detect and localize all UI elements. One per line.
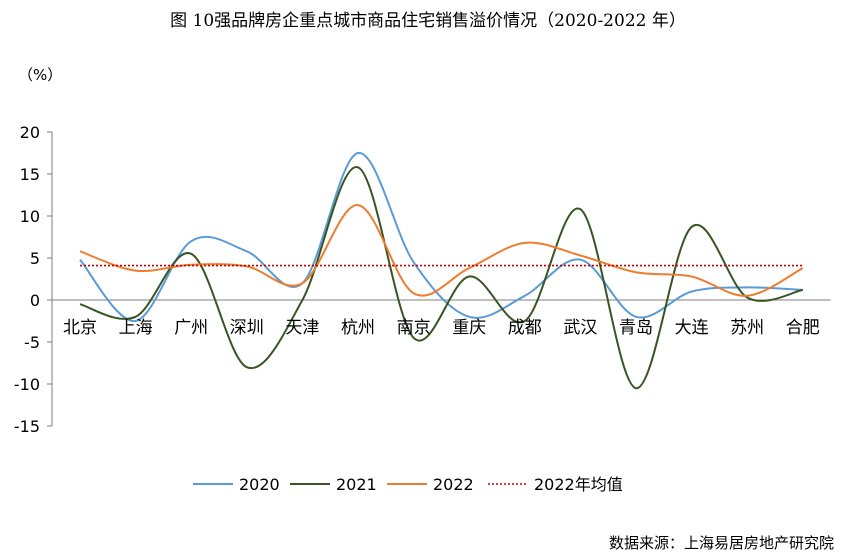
x-tick-label: 天津 bbox=[285, 318, 319, 338]
y-tick-label: 5 bbox=[30, 249, 40, 268]
legend-label: 2020 bbox=[239, 475, 280, 494]
x-tick-label: 杭州 bbox=[341, 318, 375, 338]
x-tick-label: 深圳 bbox=[230, 318, 264, 338]
series-line-2021 bbox=[79, 166, 804, 390]
x-tick-label: 重庆 bbox=[452, 318, 486, 338]
y-axis-label: （%） bbox=[18, 66, 62, 84]
x-tick-label: 北京 bbox=[63, 318, 97, 338]
legend-label: 2022 bbox=[433, 475, 474, 494]
x-tick-label: 大连 bbox=[675, 318, 709, 338]
x-tick-label: 上海 bbox=[119, 318, 153, 338]
x-tick-label: 苏州 bbox=[730, 318, 764, 338]
x-tick-label: 成都 bbox=[508, 318, 542, 338]
x-tick-label: 青岛 bbox=[619, 318, 653, 338]
y-tick-label: 20 bbox=[20, 123, 40, 142]
y-tick-label: -15 bbox=[14, 417, 40, 436]
x-tick-label: 南京 bbox=[397, 318, 431, 338]
y-tick-label: 15 bbox=[20, 165, 40, 184]
data-source-note: 数据来源：上海易居房地产研究院 bbox=[608, 534, 834, 552]
x-tick-label: 广州 bbox=[174, 318, 208, 338]
legend-label: 2021 bbox=[336, 475, 377, 494]
series-line-2020 bbox=[79, 152, 803, 323]
legend-label: 2022年均值 bbox=[534, 475, 623, 494]
x-tick-label: 武汉 bbox=[563, 318, 597, 338]
y-tick-label: -10 bbox=[14, 375, 40, 394]
chart-title: 图 10强品牌房企重点城市商品住宅销售溢价情况（2020-2022 年） bbox=[170, 11, 686, 31]
y-tick-label: 0 bbox=[30, 291, 40, 310]
x-tick-label: 合肥 bbox=[786, 318, 820, 338]
y-tick-label: 10 bbox=[20, 207, 40, 226]
series-line-2022 bbox=[79, 204, 804, 297]
y-tick-label: -5 bbox=[24, 333, 40, 352]
